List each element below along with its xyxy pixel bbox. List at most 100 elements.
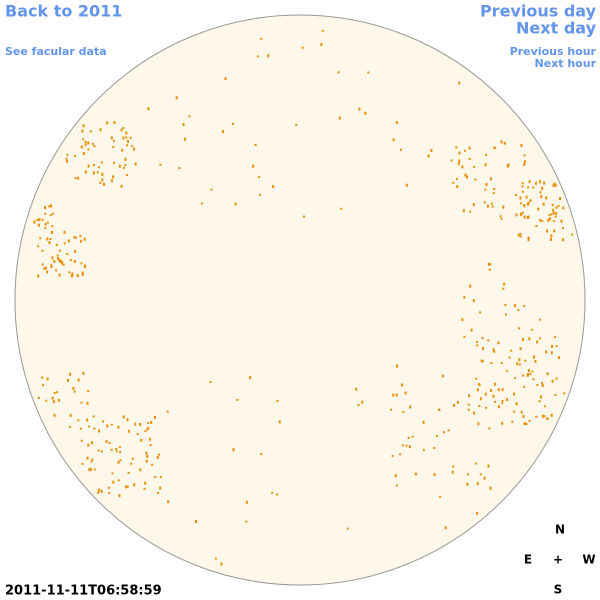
facula bbox=[62, 263, 65, 266]
facula bbox=[37, 245, 40, 248]
facula bbox=[414, 472, 417, 475]
facula bbox=[80, 439, 83, 442]
facula bbox=[41, 249, 44, 252]
facula bbox=[71, 272, 74, 276]
facula bbox=[450, 159, 453, 162]
facula bbox=[528, 180, 531, 184]
facula bbox=[87, 443, 90, 447]
facula bbox=[355, 387, 358, 391]
facula bbox=[550, 237, 552, 241]
facula bbox=[515, 402, 518, 406]
previous-hour-link[interactable]: Previous hour bbox=[510, 45, 597, 58]
facula bbox=[295, 123, 298, 126]
facula bbox=[100, 161, 103, 164]
facula bbox=[73, 236, 76, 239]
facula bbox=[529, 199, 532, 203]
facula bbox=[77, 419, 80, 422]
facula bbox=[364, 111, 367, 115]
facula bbox=[110, 448, 113, 451]
facula bbox=[53, 413, 56, 417]
facula bbox=[503, 282, 506, 286]
facula bbox=[118, 494, 121, 498]
facula bbox=[131, 145, 134, 148]
facula bbox=[497, 388, 500, 392]
facula bbox=[67, 239, 70, 243]
facula bbox=[501, 388, 504, 392]
facula bbox=[48, 241, 51, 245]
timestamp: 2011-11-11T06:58:59 bbox=[5, 584, 162, 599]
facula bbox=[537, 207, 540, 211]
facula bbox=[528, 337, 531, 341]
facula bbox=[525, 195, 528, 199]
facula bbox=[149, 444, 152, 446]
next-day-link[interactable]: Next day bbox=[516, 19, 597, 38]
facula bbox=[69, 372, 72, 376]
facula bbox=[477, 422, 480, 426]
facula bbox=[69, 259, 72, 262]
facula bbox=[554, 183, 557, 187]
facula bbox=[392, 138, 395, 142]
facula bbox=[395, 484, 398, 487]
facula bbox=[555, 377, 558, 380]
previous-day-link[interactable]: Previous day bbox=[480, 2, 597, 21]
facula bbox=[188, 115, 191, 118]
facula bbox=[492, 192, 495, 195]
facula bbox=[167, 500, 170, 504]
back-link[interactable]: Back to 2011 bbox=[5, 2, 122, 21]
facula bbox=[422, 420, 425, 424]
facula bbox=[66, 253, 69, 255]
facula bbox=[401, 383, 404, 387]
facula bbox=[541, 381, 544, 384]
facula bbox=[476, 511, 479, 515]
facula bbox=[272, 185, 275, 188]
facular-link[interactable]: See facular data bbox=[5, 45, 107, 58]
facula bbox=[74, 154, 77, 157]
compass-center: + bbox=[553, 553, 563, 567]
facula bbox=[254, 144, 257, 146]
facula bbox=[468, 394, 471, 398]
facula bbox=[60, 260, 63, 264]
facula bbox=[482, 347, 484, 351]
facula bbox=[542, 202, 545, 206]
facula bbox=[506, 398, 509, 401]
facula bbox=[554, 336, 557, 339]
facula bbox=[184, 137, 186, 141]
facula bbox=[147, 107, 150, 111]
facula bbox=[80, 262, 83, 265]
facula bbox=[538, 318, 541, 321]
facula bbox=[521, 190, 524, 193]
facula bbox=[554, 215, 557, 218]
facula bbox=[276, 493, 279, 496]
facula bbox=[69, 413, 72, 417]
facula bbox=[518, 358, 521, 362]
facula bbox=[151, 463, 154, 466]
facula bbox=[545, 196, 548, 200]
facula bbox=[83, 264, 86, 268]
facula bbox=[139, 468, 142, 472]
facula bbox=[52, 400, 55, 404]
facula bbox=[81, 271, 84, 275]
facula bbox=[147, 422, 150, 425]
facula bbox=[58, 249, 61, 252]
facula bbox=[427, 154, 430, 158]
facula bbox=[126, 485, 129, 488]
facula bbox=[367, 71, 370, 74]
facula bbox=[394, 474, 397, 477]
facula bbox=[545, 350, 548, 354]
facula bbox=[276, 400, 279, 402]
facula bbox=[125, 131, 128, 135]
facula bbox=[150, 420, 153, 424]
facula bbox=[90, 441, 93, 445]
facula bbox=[122, 127, 125, 130]
next-hour-link[interactable]: Next hour bbox=[535, 57, 597, 70]
compass-west: W bbox=[582, 553, 595, 567]
facula bbox=[549, 217, 552, 221]
facula bbox=[119, 451, 122, 454]
facula bbox=[125, 136, 128, 139]
facula bbox=[543, 181, 546, 185]
facula bbox=[130, 462, 133, 465]
facula bbox=[497, 405, 500, 409]
facula bbox=[526, 203, 529, 206]
facula bbox=[555, 212, 558, 215]
facula bbox=[245, 500, 248, 504]
